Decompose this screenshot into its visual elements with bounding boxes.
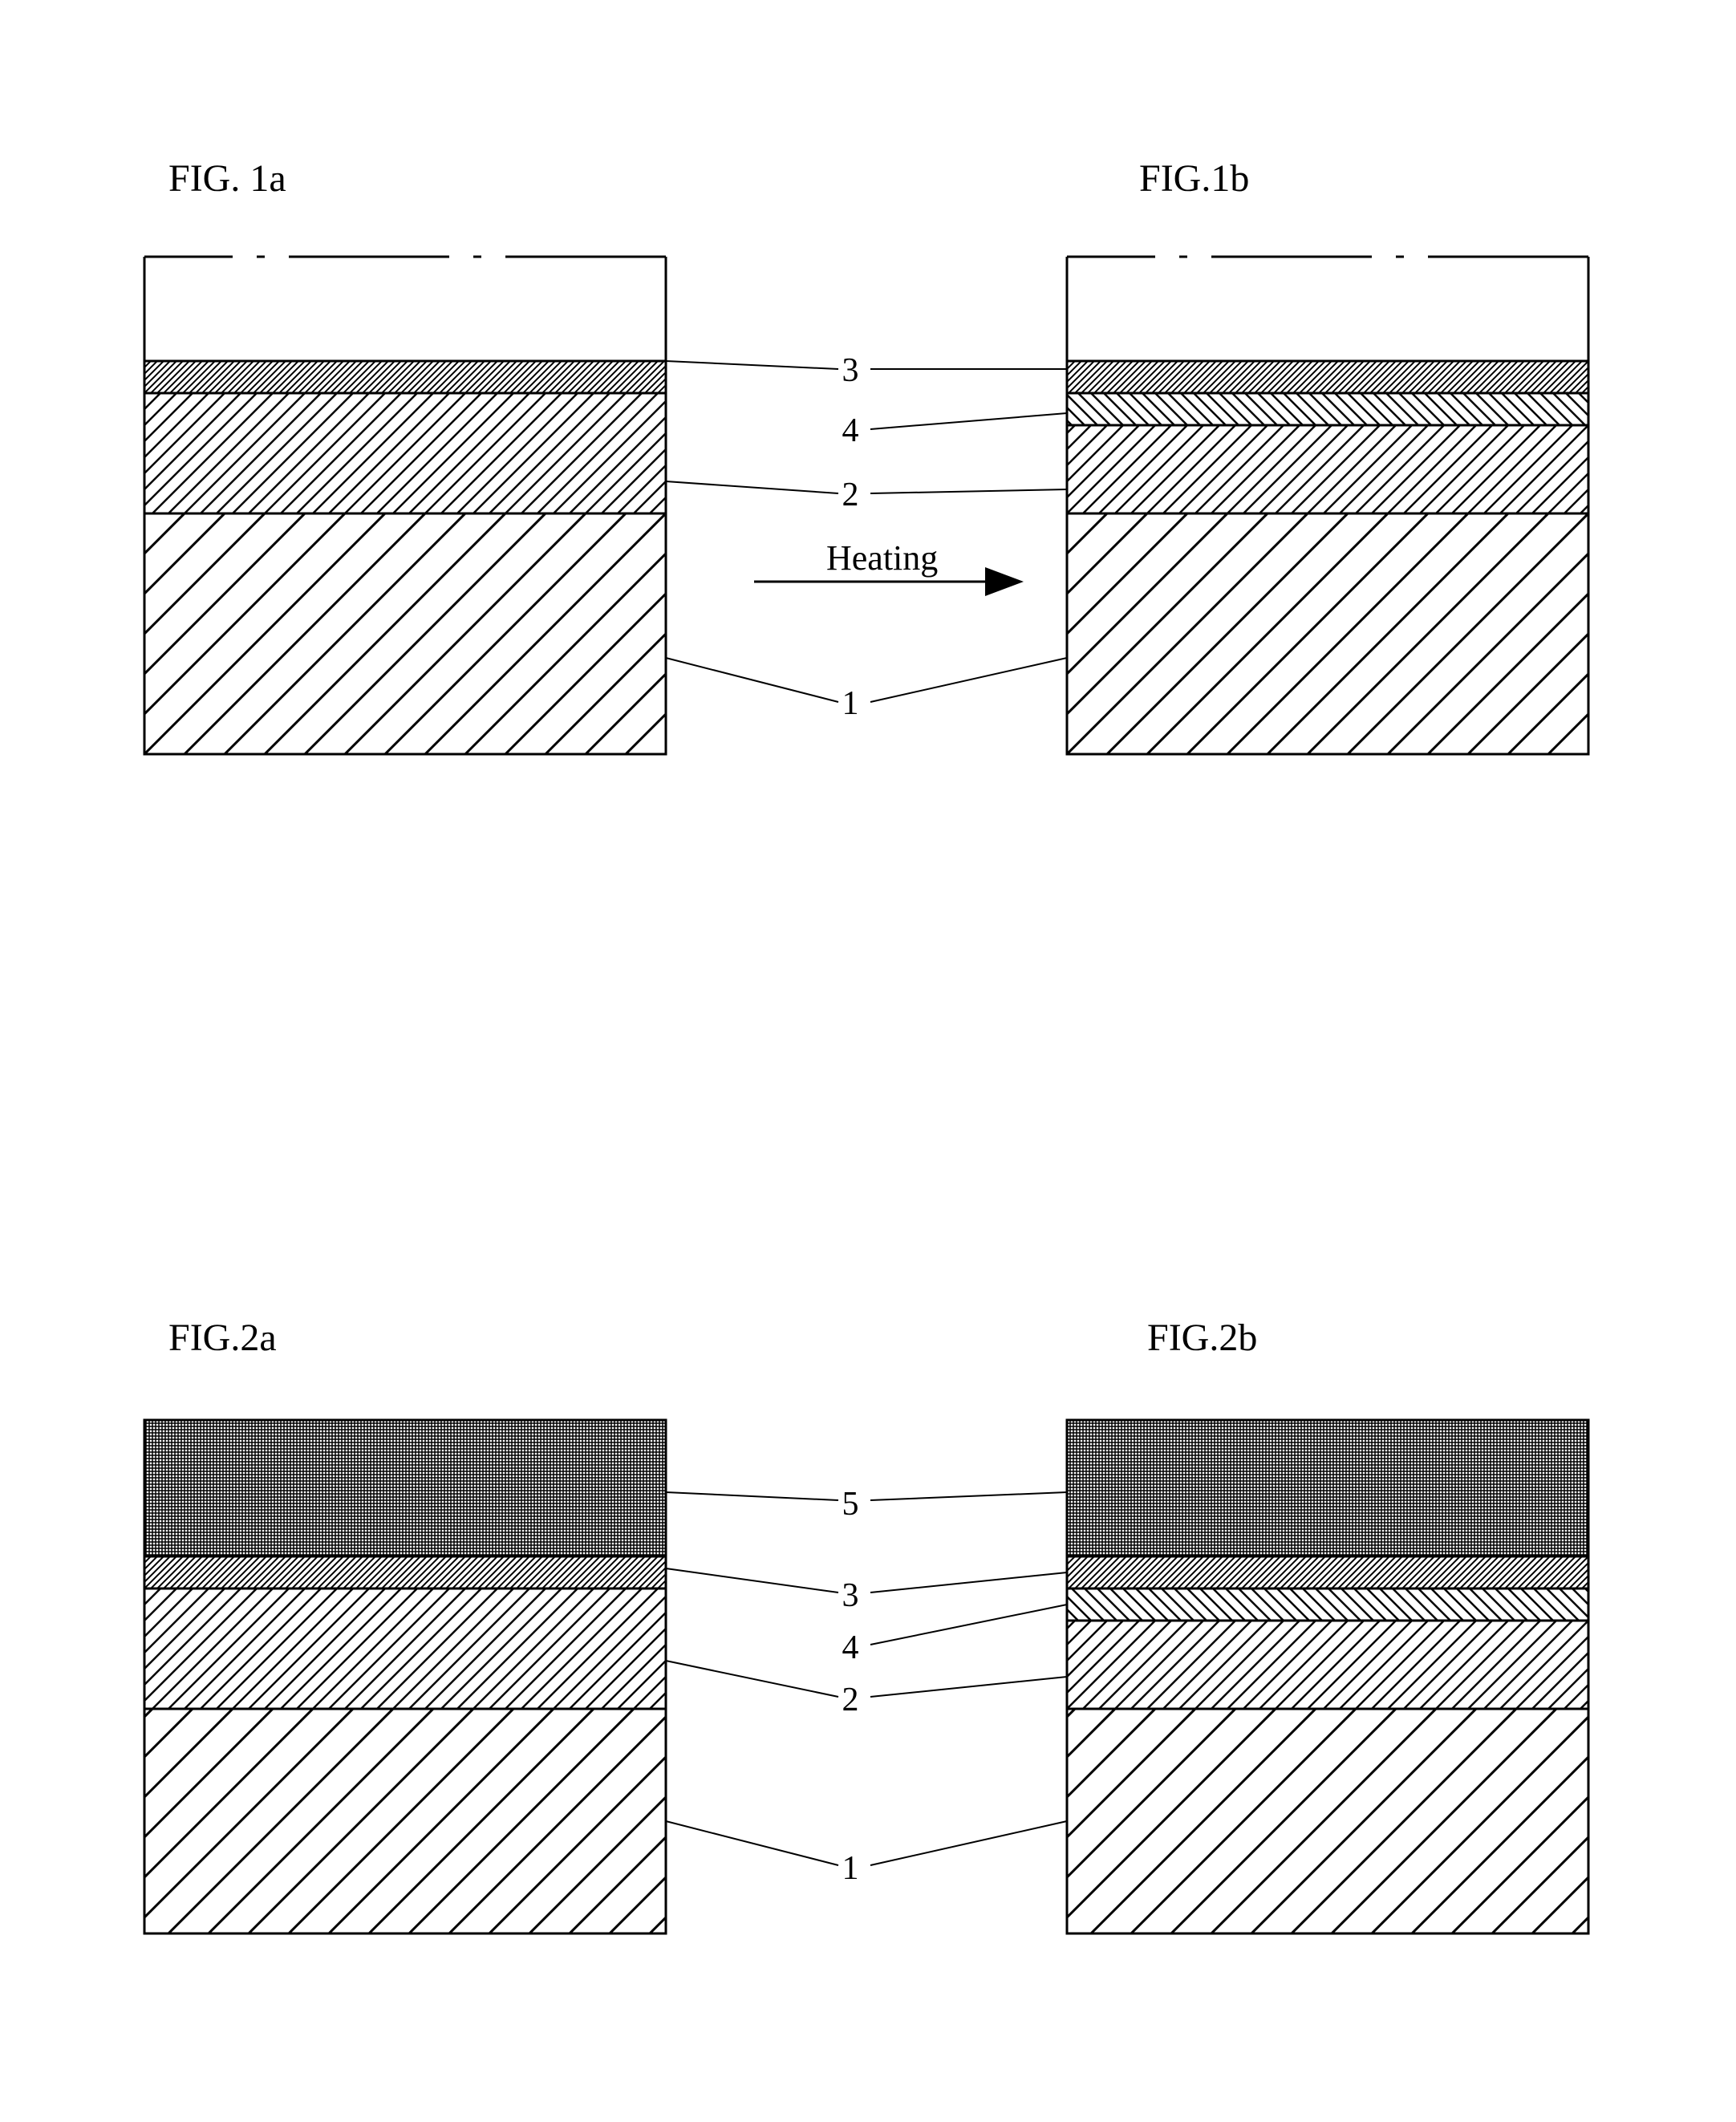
callout-3-r2: 3: [842, 1577, 859, 1614]
callout-1: 1: [842, 685, 859, 722]
fig2b-layer-3: [1067, 1556, 1588, 1588]
leader-1-left: [666, 658, 838, 702]
leader-1-left-r2: [666, 1821, 838, 1865]
fig1a-stack: [144, 257, 666, 754]
leader-1-right-r2: [870, 1821, 1067, 1865]
fig1a-layer-3: [144, 361, 666, 393]
leader-2-right-r2: [870, 1677, 1067, 1697]
leader-4-right: [870, 413, 1067, 429]
fig2a-layer-2: [144, 1588, 666, 1709]
figure-label-1a: FIG. 1a: [168, 156, 286, 201]
fig2a-layer-1: [144, 1709, 666, 1933]
figure-label-2a: FIG.2a: [168, 1316, 277, 1360]
leader-3-left: [666, 361, 838, 369]
callout-4-r2: 4: [842, 1629, 859, 1666]
figure-row-2: 5 3 4 2 1: [120, 1420, 1620, 2030]
callout-2: 2: [842, 477, 859, 513]
fig2b-stack: [1067, 1420, 1588, 1933]
fig2b-layer-2: [1067, 1621, 1588, 1709]
callout-5: 5: [842, 1486, 859, 1523]
leader-3-left-r2: [666, 1568, 838, 1593]
fig2b-layer-4: [1067, 1588, 1588, 1621]
fig2a-layer-3: [144, 1556, 666, 1588]
fig2a-layer-5: [144, 1420, 666, 1556]
fig2a-stack: [144, 1420, 666, 1933]
callout-2-r2: 2: [842, 1682, 859, 1718]
fig1b-layer-4: [1067, 393, 1588, 425]
figure-label-1b: FIG.1b: [1139, 156, 1249, 201]
leader-1-right: [870, 658, 1067, 702]
leader-4-right-r2: [870, 1605, 1067, 1645]
leader-2-left: [666, 481, 838, 493]
fig1a-layer-2: [144, 393, 666, 513]
fig1b-stack: [1067, 257, 1588, 754]
callout-1-r2: 1: [842, 1850, 859, 1887]
callout-4: 4: [842, 412, 859, 449]
fig2b-layer-5: [1067, 1420, 1588, 1556]
heating-label: Heating: [826, 538, 938, 578]
leader-2-left-r2: [666, 1661, 838, 1697]
fig1b-layer-2: [1067, 425, 1588, 513]
fig2b-layer-1: [1067, 1709, 1588, 1933]
leader-3-right-r2: [870, 1572, 1067, 1593]
figure-label-2b: FIG.2b: [1147, 1316, 1257, 1360]
fig1a-layer-1: [144, 513, 666, 754]
callout-3: 3: [842, 352, 859, 389]
figure-row-1: Heating 3 4 2 1: [120, 257, 1620, 866]
fig1b-layer-3: [1067, 361, 1588, 393]
leader-2-right: [870, 489, 1067, 493]
leader-5-left: [666, 1492, 838, 1500]
leader-5-right: [870, 1492, 1067, 1500]
fig1b-layer-1: [1067, 513, 1588, 754]
